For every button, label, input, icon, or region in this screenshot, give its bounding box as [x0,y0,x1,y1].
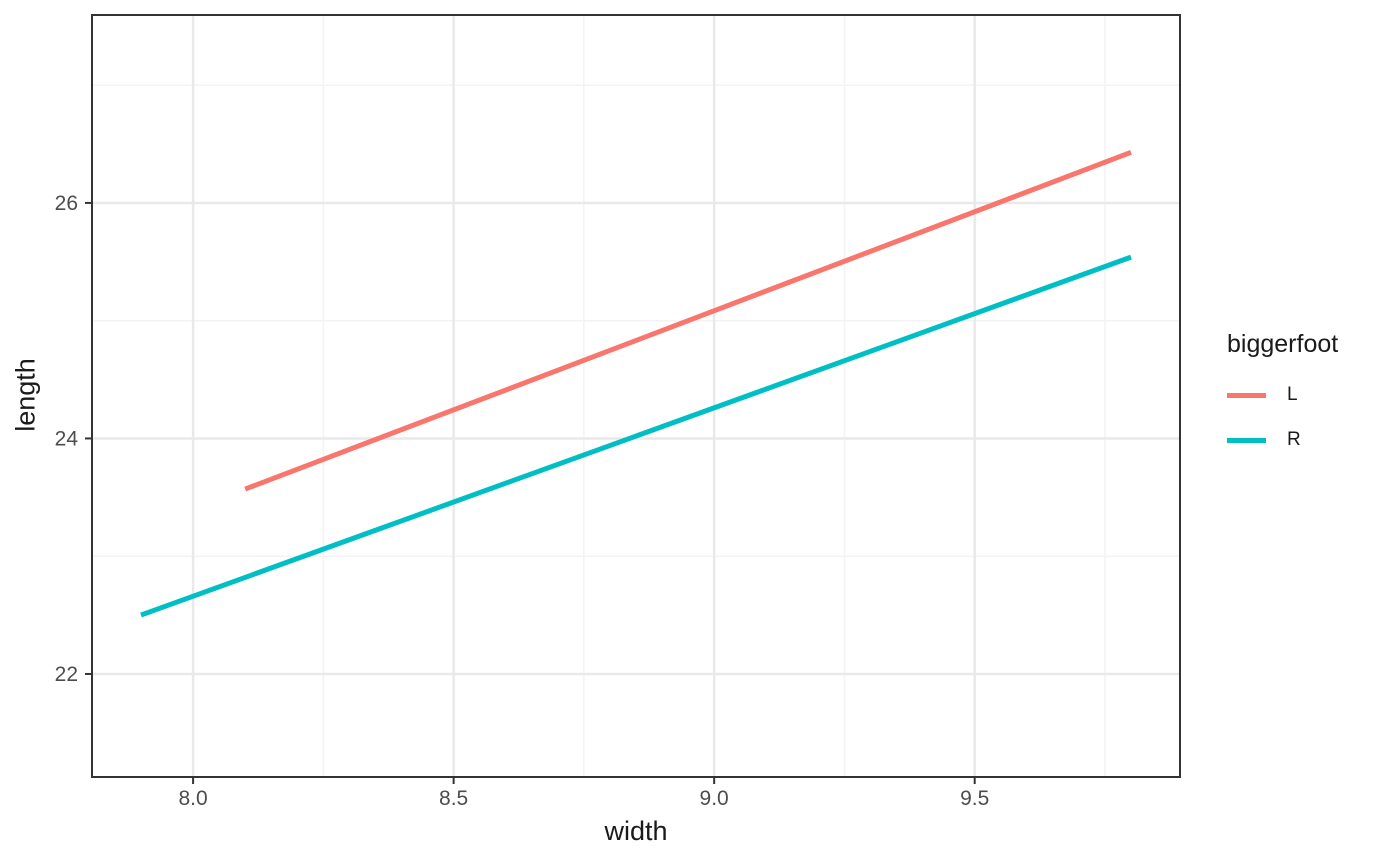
y-tick-label: 26 [55,192,78,215]
x-tick-label: 8.5 [439,787,468,810]
series-line-R [140,254,1132,618]
y-axis-title: length [10,358,41,432]
x-axis-title: width [604,816,668,846]
series-line-L [244,149,1132,492]
x-tick-label: 9.0 [700,787,729,810]
x-tick-label: 8.0 [178,787,207,810]
legend-label-L: L [1287,384,1298,405]
y-tick-label: 22 [55,663,78,686]
legend-items: L R [1227,379,1338,456]
panel-border [91,14,1181,778]
legend-title: biggerfoot [1227,330,1339,358]
legend: biggerfoot L R [1227,329,1338,456]
legend-key-line-R [1227,437,1266,443]
panel-background [92,15,1180,777]
legend-item-R: R [1227,424,1338,456]
legend-label-R: R [1287,429,1301,450]
y-tick-label: 24 [55,427,79,450]
legend-key-line-L [1227,392,1266,398]
legend-item-L: L [1227,379,1338,411]
x-tick-label: 9.5 [960,787,989,810]
